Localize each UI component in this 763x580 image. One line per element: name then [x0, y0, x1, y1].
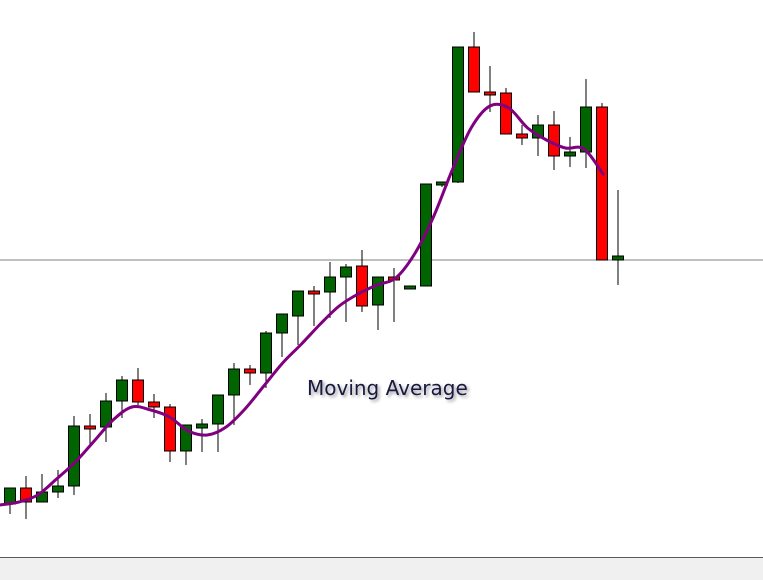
bull-candle-body: [116, 379, 128, 402]
candle: [84, 414, 96, 444]
chart-area: Moving Average: [0, 32, 763, 519]
candle: [308, 286, 320, 326]
bear-candle-body: [356, 265, 368, 307]
candle: [148, 394, 160, 418]
candle: [452, 46, 464, 183]
candle: [404, 285, 416, 290]
bull-candle-body: [260, 332, 272, 374]
moving-average-path: [0, 102, 605, 507]
bear-candle-body: [468, 46, 480, 93]
bull-candle-body: [324, 276, 336, 293]
bear-candle-body: [500, 92, 512, 135]
bull-candle-body: [276, 313, 288, 334]
bull-candle-body: [612, 255, 624, 261]
bull-candle-body: [52, 485, 64, 493]
bear-candle-body: [244, 368, 256, 374]
bull-candle-body: [404, 285, 416, 290]
bear-candle-body: [484, 91, 496, 96]
candle: [4, 487, 16, 514]
bull-candle-body: [228, 368, 240, 396]
candle: [516, 125, 528, 145]
candle: [324, 262, 336, 318]
candle: [356, 250, 368, 312]
candlestick-chart: [0, 32, 763, 519]
candle: [212, 394, 224, 452]
candle: [468, 32, 480, 93]
bull-candle-body: [180, 424, 192, 452]
candle: [292, 290, 304, 345]
candle: [180, 424, 192, 465]
candle: [100, 393, 112, 442]
status-bar: [0, 557, 763, 580]
candle: [244, 365, 256, 385]
bull-candle-body: [196, 423, 208, 429]
bull-candle-body: [372, 276, 384, 306]
candle: [260, 331, 272, 388]
bear-candle-body: [596, 106, 608, 261]
bear-candle-body: [164, 406, 176, 452]
candle: [596, 103, 608, 261]
candle: [132, 368, 144, 406]
candle: [228, 363, 240, 425]
bull-candle-body: [68, 425, 80, 487]
candle: [20, 476, 32, 519]
candle: [276, 313, 288, 357]
bull-candle-body: [452, 46, 464, 183]
bull-candle-body: [564, 151, 576, 157]
candle: [52, 470, 64, 498]
bull-candle-body: [292, 290, 304, 317]
moving-average-line: [0, 102, 605, 507]
candle: [164, 404, 176, 462]
bear-candle-body: [84, 425, 96, 430]
bull-candle-body: [580, 106, 592, 153]
candle: [340, 264, 352, 322]
bear-candle-body: [148, 401, 160, 408]
candle: [612, 190, 624, 285]
candle: [68, 416, 80, 495]
bull-candle-body: [212, 394, 224, 425]
candle: [564, 137, 576, 167]
bear-candle-body: [516, 133, 528, 139]
candles: [4, 32, 624, 519]
candle: [500, 88, 512, 135]
bear-candle-body: [132, 379, 144, 403]
bear-candle-body: [20, 487, 32, 503]
moving-average-label: Moving Average: [307, 376, 468, 400]
bear-candle-body: [308, 290, 320, 295]
bull-candle-body: [340, 266, 352, 278]
